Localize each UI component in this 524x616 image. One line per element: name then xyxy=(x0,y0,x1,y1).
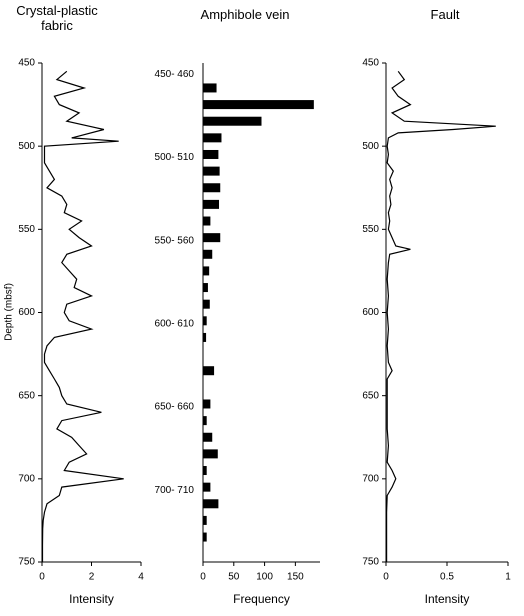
bar xyxy=(203,366,215,376)
x-tick-label: 100 xyxy=(256,572,273,583)
bar xyxy=(203,183,221,193)
bar xyxy=(203,149,219,159)
x-tick-label: 1 xyxy=(505,572,511,583)
bar xyxy=(203,532,207,542)
y-axis-label: Depth (mbsf) xyxy=(4,283,15,341)
bar xyxy=(203,116,262,126)
bar xyxy=(203,299,210,309)
bar xyxy=(203,199,220,209)
y-tick-label: 550 xyxy=(362,224,379,235)
bar xyxy=(203,249,213,259)
x-tick-label: 150 xyxy=(287,572,304,583)
y-tick-label: 550 xyxy=(18,224,35,235)
panel-title: Fault xyxy=(430,7,460,22)
y-tick-label: 500- 510 xyxy=(155,152,195,163)
bar xyxy=(203,233,221,243)
bar xyxy=(203,266,210,276)
y-tick-label: 700- 710 xyxy=(155,485,195,496)
panel-title: Amphibole vein xyxy=(200,7,290,22)
profile-line xyxy=(41,70,124,562)
x-axis-label: Intensity xyxy=(69,592,114,606)
x-tick-label: 50 xyxy=(228,572,240,583)
y-tick-label: 650 xyxy=(18,390,35,401)
bar xyxy=(203,316,207,326)
x-tick-label: 0.5 xyxy=(440,572,454,583)
x-tick-label: 0 xyxy=(39,572,45,583)
y-tick-label: 700 xyxy=(18,473,35,484)
x-tick-label: 4 xyxy=(138,572,144,583)
y-tick-label: 450- 460 xyxy=(155,69,195,80)
y-tick-label: 550- 560 xyxy=(155,235,195,246)
x-tick-label: 0 xyxy=(200,572,206,583)
y-tick-label: 450 xyxy=(362,58,379,69)
bar xyxy=(203,432,213,442)
bar xyxy=(203,515,207,525)
x-tick-label: 0 xyxy=(383,572,389,583)
bar xyxy=(203,499,219,509)
bar xyxy=(203,166,220,176)
x-tick-label: 2 xyxy=(89,572,95,583)
bar xyxy=(203,399,211,409)
bar xyxy=(203,416,207,426)
y-tick-label: 450 xyxy=(18,58,35,69)
y-tick-label: 750 xyxy=(362,557,379,568)
panel-title: Crystal-plastic fabric xyxy=(16,3,98,33)
bar xyxy=(203,283,208,293)
y-tick-label: 600 xyxy=(362,307,379,318)
bar xyxy=(203,332,207,342)
bar xyxy=(203,466,207,476)
y-tick-label: 600- 610 xyxy=(155,318,195,329)
profile-line xyxy=(386,70,496,562)
y-tick-label: 500 xyxy=(362,141,379,152)
y-tick-label: 650 xyxy=(362,390,379,401)
bar xyxy=(203,449,218,459)
x-axis-label: Frequency xyxy=(233,592,290,606)
bar xyxy=(203,83,217,93)
y-tick-label: 600 xyxy=(18,307,35,318)
y-tick-label: 500 xyxy=(18,141,35,152)
bar xyxy=(203,216,211,226)
bar xyxy=(203,482,211,492)
x-axis-label: Intensity xyxy=(425,592,470,606)
bar xyxy=(203,133,222,143)
y-tick-label: 700 xyxy=(362,473,379,484)
bar xyxy=(203,100,314,110)
y-tick-label: 650- 660 xyxy=(155,402,195,413)
y-tick-label: 750 xyxy=(18,557,35,568)
